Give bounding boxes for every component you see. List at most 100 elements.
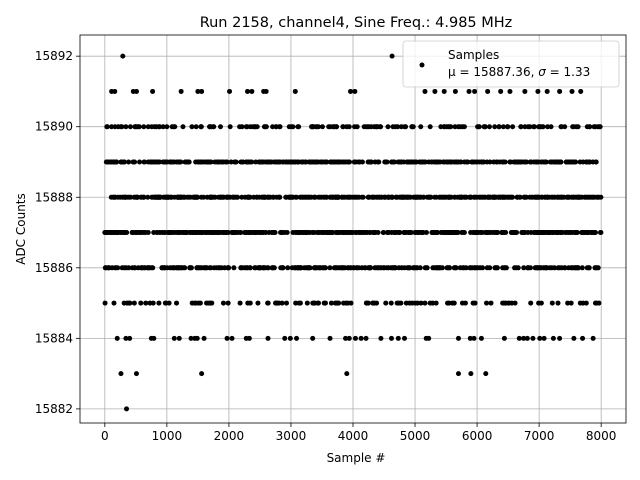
data-point xyxy=(549,300,555,306)
data-point xyxy=(118,371,124,377)
data-point xyxy=(484,300,490,306)
legend-marker xyxy=(419,62,425,68)
data-point xyxy=(421,194,427,200)
data-point xyxy=(544,88,550,94)
data-point xyxy=(384,159,390,165)
data-point xyxy=(453,265,459,271)
data-point xyxy=(334,124,340,130)
data-point xyxy=(598,194,604,200)
data-point xyxy=(265,265,271,271)
data-point xyxy=(347,159,353,165)
data-point xyxy=(512,300,518,306)
data-point xyxy=(365,300,371,306)
data-point xyxy=(465,159,471,165)
data-point xyxy=(123,124,129,130)
data-point xyxy=(516,335,522,341)
data-point xyxy=(157,124,163,130)
data-point xyxy=(430,300,436,306)
data-point xyxy=(358,335,364,341)
chart-title: Run 2158, channel4, Sine Freq.: 4.985 MH… xyxy=(200,15,513,31)
data-point xyxy=(354,124,360,130)
data-point xyxy=(195,194,201,200)
data-point xyxy=(164,124,170,130)
data-point xyxy=(294,194,300,200)
data-point xyxy=(376,159,382,165)
y-axis-label: ADC Counts xyxy=(14,193,28,265)
data-point xyxy=(352,88,358,94)
data-point xyxy=(403,124,409,130)
legend-stats-suffix: = 1.33 xyxy=(546,65,590,79)
data-point xyxy=(102,300,108,306)
data-point xyxy=(524,335,530,341)
data-point xyxy=(277,124,283,130)
data-point xyxy=(131,300,137,306)
data-point xyxy=(458,159,464,165)
data-point xyxy=(237,300,243,306)
data-point xyxy=(322,300,328,306)
data-point xyxy=(115,265,121,271)
data-point xyxy=(217,124,223,130)
data-point xyxy=(397,230,403,236)
data-point xyxy=(562,265,568,271)
data-point xyxy=(383,300,389,306)
data-point xyxy=(503,265,509,271)
data-point xyxy=(586,265,592,271)
data-point xyxy=(199,371,205,377)
data-point xyxy=(505,124,511,130)
data-point xyxy=(507,88,513,94)
data-point xyxy=(324,159,330,165)
data-point xyxy=(197,300,203,306)
data-point xyxy=(550,335,556,341)
data-point xyxy=(466,88,472,94)
data-point xyxy=(111,300,117,306)
data-point xyxy=(211,124,217,130)
data-point xyxy=(487,265,493,271)
data-point xyxy=(408,230,414,236)
data-point xyxy=(142,159,148,165)
data-point xyxy=(515,265,521,271)
x-tick-label: 5000 xyxy=(400,429,431,443)
data-point xyxy=(596,300,602,306)
data-point xyxy=(316,124,321,130)
data-point xyxy=(575,265,581,271)
data-point xyxy=(503,230,509,236)
data-point xyxy=(461,124,467,130)
data-point xyxy=(598,230,604,236)
data-point xyxy=(368,265,374,271)
data-point xyxy=(209,300,215,306)
data-point xyxy=(467,335,473,341)
data-point xyxy=(112,88,118,94)
data-point xyxy=(535,88,541,94)
data-point xyxy=(480,265,486,271)
data-point xyxy=(199,88,205,94)
data-point xyxy=(472,300,478,306)
data-point xyxy=(552,265,558,271)
x-tick-label: 2000 xyxy=(214,429,245,443)
y-tick-label: 15888 xyxy=(35,190,73,204)
data-point xyxy=(359,159,365,165)
data-point xyxy=(417,265,423,271)
data-point xyxy=(468,371,474,377)
data-point xyxy=(498,88,504,94)
data-point xyxy=(254,124,260,130)
data-point xyxy=(487,124,492,130)
data-point xyxy=(415,300,421,306)
data-point xyxy=(239,124,245,130)
data-point xyxy=(402,335,407,341)
data-point xyxy=(391,159,397,165)
data-point xyxy=(247,194,253,200)
data-point xyxy=(229,335,235,341)
data-point xyxy=(451,300,457,306)
data-point xyxy=(360,194,366,200)
data-point xyxy=(583,300,589,306)
data-point xyxy=(455,371,461,377)
data-point xyxy=(247,300,253,306)
data-point xyxy=(178,159,184,165)
data-point xyxy=(435,230,441,236)
x-tick-label: 3000 xyxy=(276,429,307,443)
data-point xyxy=(514,230,520,236)
y-tick-label: 15890 xyxy=(35,120,73,134)
legend-stats-prefix: μ = 15887.36, xyxy=(448,65,538,79)
data-point xyxy=(510,124,516,130)
